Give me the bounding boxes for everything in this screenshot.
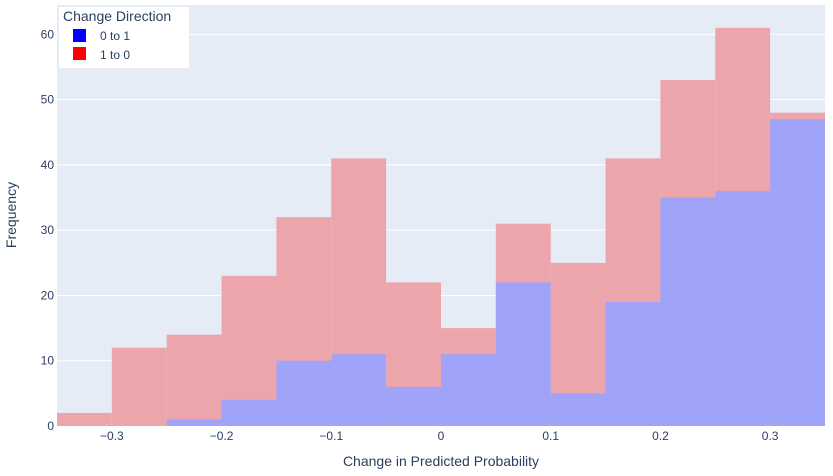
y-tick-label: 40 [41, 158, 55, 172]
y-tick-label: 60 [41, 27, 55, 41]
y-tick-label: 30 [41, 223, 55, 237]
bar-0-to-1[interactable] [386, 386, 441, 426]
x-axis-title: Change in Predicted Probability [343, 453, 539, 469]
bar-0-to-1[interactable] [495, 282, 551, 426]
series-0-to-1-bars [166, 119, 825, 427]
y-tick-labels: 0 10 20 30 40 50 60 [41, 27, 55, 433]
legend-label-0-to-1: 0 to 1 [100, 29, 130, 43]
bar-0-to-1[interactable] [550, 393, 606, 426]
x-tick-label: −0.1 [319, 429, 343, 443]
legend-label-1-to-0: 1 to 0 [100, 48, 130, 62]
bar-0-to-1[interactable] [605, 301, 661, 426]
x-tick-label: 0 [438, 429, 445, 443]
legend-title: Change Direction [63, 8, 171, 24]
y-tick-label: 20 [41, 288, 55, 302]
x-tick-label: −0.2 [210, 429, 234, 443]
x-tick-label: −0.3 [100, 429, 124, 443]
legend-swatch-1-to-0 [73, 47, 86, 60]
legend-item-1-to-0[interactable]: 1 to 0 [73, 47, 130, 62]
x-tick-label: 0.1 [542, 429, 559, 443]
y-tick-label: 10 [41, 354, 55, 368]
bar-0-to-1[interactable] [331, 354, 387, 426]
legend-swatch-0-to-1 [73, 29, 86, 42]
y-tick-label: 50 [41, 93, 55, 107]
bar-0-to-1[interactable] [715, 191, 771, 426]
bar-0-to-1[interactable] [770, 119, 825, 427]
bar-1-to-0[interactable] [57, 412, 112, 426]
legend-item-0-to-1[interactable]: 0 to 1 [73, 29, 130, 43]
x-tick-labels: −0.3 −0.2 −0.1 0 0.1 0.2 0.3 [100, 429, 779, 443]
bar-1-to-0[interactable] [111, 347, 167, 426]
legend[interactable]: Change Direction 0 to 1 1 to 0 [59, 7, 189, 68]
bar-0-to-1[interactable] [276, 360, 332, 426]
y-tick-label: 0 [47, 419, 54, 433]
bar-1-to-0[interactable] [166, 334, 222, 426]
y-axis-title: Frequency [3, 182, 19, 248]
bar-0-to-1[interactable] [660, 197, 716, 426]
bar-0-to-1[interactable] [441, 354, 496, 426]
bar-0-to-1[interactable] [166, 419, 222, 426]
bar-0-to-1[interactable] [221, 399, 277, 426]
x-tick-label: 0.2 [652, 429, 669, 443]
x-tick-label: 0.3 [762, 429, 779, 443]
